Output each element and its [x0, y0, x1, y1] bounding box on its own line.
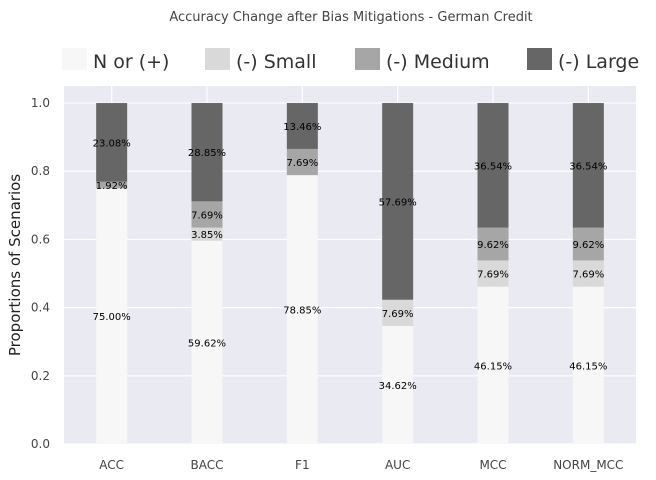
bar-segment	[572, 227, 604, 261]
chart-title: Accuracy Change after Bias Mitigations -…	[169, 10, 532, 25]
bar-segment	[477, 286, 509, 444]
data-label: 78.85%	[283, 306, 321, 317]
data-label: 46.15%	[569, 361, 607, 372]
y-axis: 0.0 0.2 0.4 0.6 0.8 1.0	[31, 96, 50, 451]
bar-segment	[572, 286, 604, 444]
bar-segment	[286, 148, 318, 176]
bar-segment	[191, 103, 223, 202]
data-label: 9.62%	[572, 240, 604, 251]
data-label: 1.92%	[96, 181, 128, 192]
legend: N or (+) (-) Small (-) Medium (-) Large	[62, 48, 639, 73]
bar-segment	[477, 227, 509, 261]
plot-area	[64, 86, 636, 444]
y-tick-label: 0.6	[31, 232, 50, 246]
bar-segment	[96, 188, 128, 444]
bar-segment	[191, 227, 223, 241]
data-label: 7.69%	[572, 270, 604, 281]
y-tick-label: 0.8	[31, 164, 50, 178]
data-label: 3.85%	[191, 230, 223, 241]
y-axis-label: Proportions of Scenarios	[6, 174, 24, 356]
x-tick-label: F1	[295, 458, 310, 472]
bar-segment	[191, 240, 223, 444]
x-tick-label: NORM_MCC	[553, 458, 623, 472]
data-label: 59.62%	[188, 338, 226, 349]
data-label: 13.46%	[283, 122, 321, 133]
bar-segment	[477, 103, 509, 228]
legend-label: N or (+)	[93, 51, 169, 73]
data-label: 75.00%	[93, 312, 131, 323]
data-labels: 75.00% 1.92% 23.08% 59.62% 3.85% 7.69% 28.85% 7…	[93, 122, 608, 392]
bar-segment	[572, 260, 604, 287]
bar-segment	[191, 201, 223, 228]
data-label: 7.69%	[382, 309, 414, 320]
bar-segment	[286, 175, 318, 444]
y-tick-label: 0.4	[31, 301, 50, 315]
legend-swatch	[527, 48, 552, 70]
y-tick-label: 0.0	[31, 437, 50, 451]
legend-label: (-) Medium	[386, 51, 490, 73]
x-tick-label: AUC	[385, 458, 410, 472]
y-tick-label: 0.2	[31, 369, 50, 383]
y-tick-label: 1.0	[31, 96, 50, 110]
legend-label: (-) Small	[236, 51, 317, 73]
data-label: 34.62%	[379, 381, 417, 392]
x-axis: ACC BACC F1 AUC MCC NORM_MCC	[99, 458, 623, 472]
data-label: 7.69%	[191, 210, 223, 221]
data-label: 46.15%	[474, 361, 512, 372]
data-label: 36.54%	[474, 161, 512, 172]
bar-segment	[382, 299, 414, 326]
legend-label: (-) Large	[558, 51, 639, 73]
bar-segment	[382, 103, 414, 300]
data-label: 7.69%	[286, 158, 318, 169]
legend-swatch	[355, 48, 380, 70]
bar-segment	[96, 181, 128, 189]
data-label: 28.85%	[188, 148, 226, 159]
x-tick-label: BACC	[191, 458, 224, 472]
legend-swatch	[205, 48, 230, 70]
x-tick-label: ACC	[99, 458, 124, 472]
bar-segment	[96, 103, 128, 182]
bar-segment	[572, 103, 604, 228]
data-label: 36.54%	[569, 161, 607, 172]
data-label: 23.08%	[93, 138, 131, 149]
data-label: 9.62%	[477, 240, 509, 251]
bar-segment	[286, 103, 318, 149]
bar-segment	[477, 260, 509, 287]
legend-swatch	[62, 48, 87, 70]
data-label: 7.69%	[477, 270, 509, 281]
x-tick-label: MCC	[479, 458, 506, 472]
data-label: 57.69%	[379, 197, 417, 208]
bars	[96, 103, 604, 444]
bar-segment	[382, 325, 414, 444]
